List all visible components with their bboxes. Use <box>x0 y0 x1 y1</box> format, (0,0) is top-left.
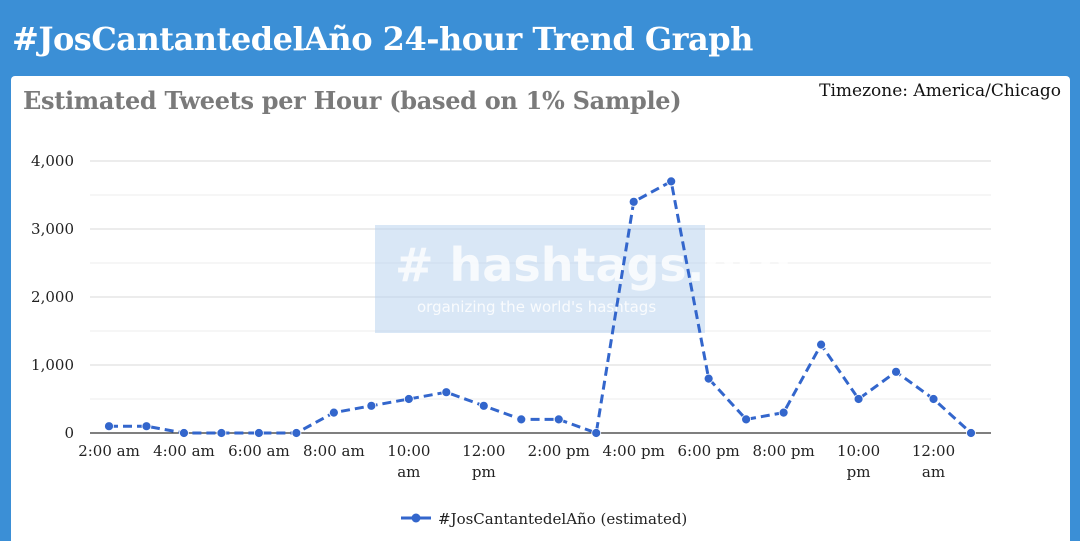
y-tick-label: 3,000 <box>31 220 74 238</box>
data-point <box>703 373 714 384</box>
data-point <box>366 400 377 411</box>
x-tick-label: 4:00 am <box>153 442 215 460</box>
data-point <box>478 400 489 411</box>
page-title: #JosCantantedelAño 24-hour Trend Graph <box>12 20 753 58</box>
data-point <box>441 387 452 398</box>
data-point <box>216 428 227 438</box>
watermark-brand: # hashtags.org <box>395 238 792 292</box>
watermark-tagline: organizing the world's hashtags <box>417 298 656 316</box>
x-tick-label: 8:00 pm <box>752 442 814 460</box>
x-tick-label: am <box>922 463 945 481</box>
x-tick-label: 2:00 am <box>78 442 140 460</box>
x-tick-label: 8:00 am <box>303 442 365 460</box>
x-tick-label: 6:00 pm <box>678 442 740 460</box>
chart-legend[interactable]: #JosCantantedelAño (estimated) <box>401 510 687 528</box>
data-point <box>516 414 527 425</box>
data-point <box>104 421 114 432</box>
data-point <box>328 407 339 418</box>
trend-chart: # hashtags.org organizing the world's ha… <box>31 152 991 528</box>
x-tick-label: 12:00 <box>462 442 505 460</box>
data-point <box>816 339 826 350</box>
data-point <box>853 394 864 404</box>
data-point <box>553 414 564 425</box>
y-tick-label: 2,000 <box>31 288 74 306</box>
data-point <box>628 196 639 207</box>
legend-swatch-marker <box>411 513 421 523</box>
data-point <box>141 421 152 432</box>
series-line <box>104 176 976 438</box>
data-point <box>966 428 976 438</box>
x-tick-label: 12:00 <box>912 442 955 460</box>
legend-label: #JosCantantedelAño (estimated) <box>438 510 687 528</box>
series-polyline <box>109 179 973 435</box>
data-point <box>403 394 414 404</box>
data-point <box>666 176 677 187</box>
data-point <box>928 394 939 404</box>
x-tick-label: pm <box>472 463 496 481</box>
data-point <box>891 366 901 377</box>
watermark-box <box>375 225 705 333</box>
timezone-label: Timezone: America/Chicago <box>819 81 1061 101</box>
x-tick-label: 6:00 am <box>228 442 290 460</box>
x-tick-label: am <box>397 463 420 481</box>
chart-panel: Estimated Tweets per Hour (based on 1% S… <box>11 76 1070 541</box>
data-point <box>179 428 189 438</box>
data-point <box>291 428 302 438</box>
data-point <box>591 428 602 438</box>
y-tick-label: 0 <box>64 424 74 442</box>
hashtags-watermark: # hashtags.org organizing the world's ha… <box>375 225 792 333</box>
data-point <box>741 414 752 425</box>
page-header: #JosCantantedelAño 24-hour Trend Graph <box>0 0 1080 76</box>
chart-subtitle: Estimated Tweets per Hour (based on 1% S… <box>23 86 682 115</box>
x-tick-label: 10:00 <box>837 442 880 460</box>
data-point <box>254 428 264 438</box>
x-tick-label: pm <box>847 463 871 481</box>
y-tick-label: 1,000 <box>31 356 74 374</box>
data-point <box>778 407 789 418</box>
x-tick-label: 4:00 pm <box>603 442 665 460</box>
x-tick-label: 10:00 <box>387 442 430 460</box>
x-tick-label: 2:00 pm <box>528 442 590 460</box>
y-tick-label: 4,000 <box>31 152 74 170</box>
